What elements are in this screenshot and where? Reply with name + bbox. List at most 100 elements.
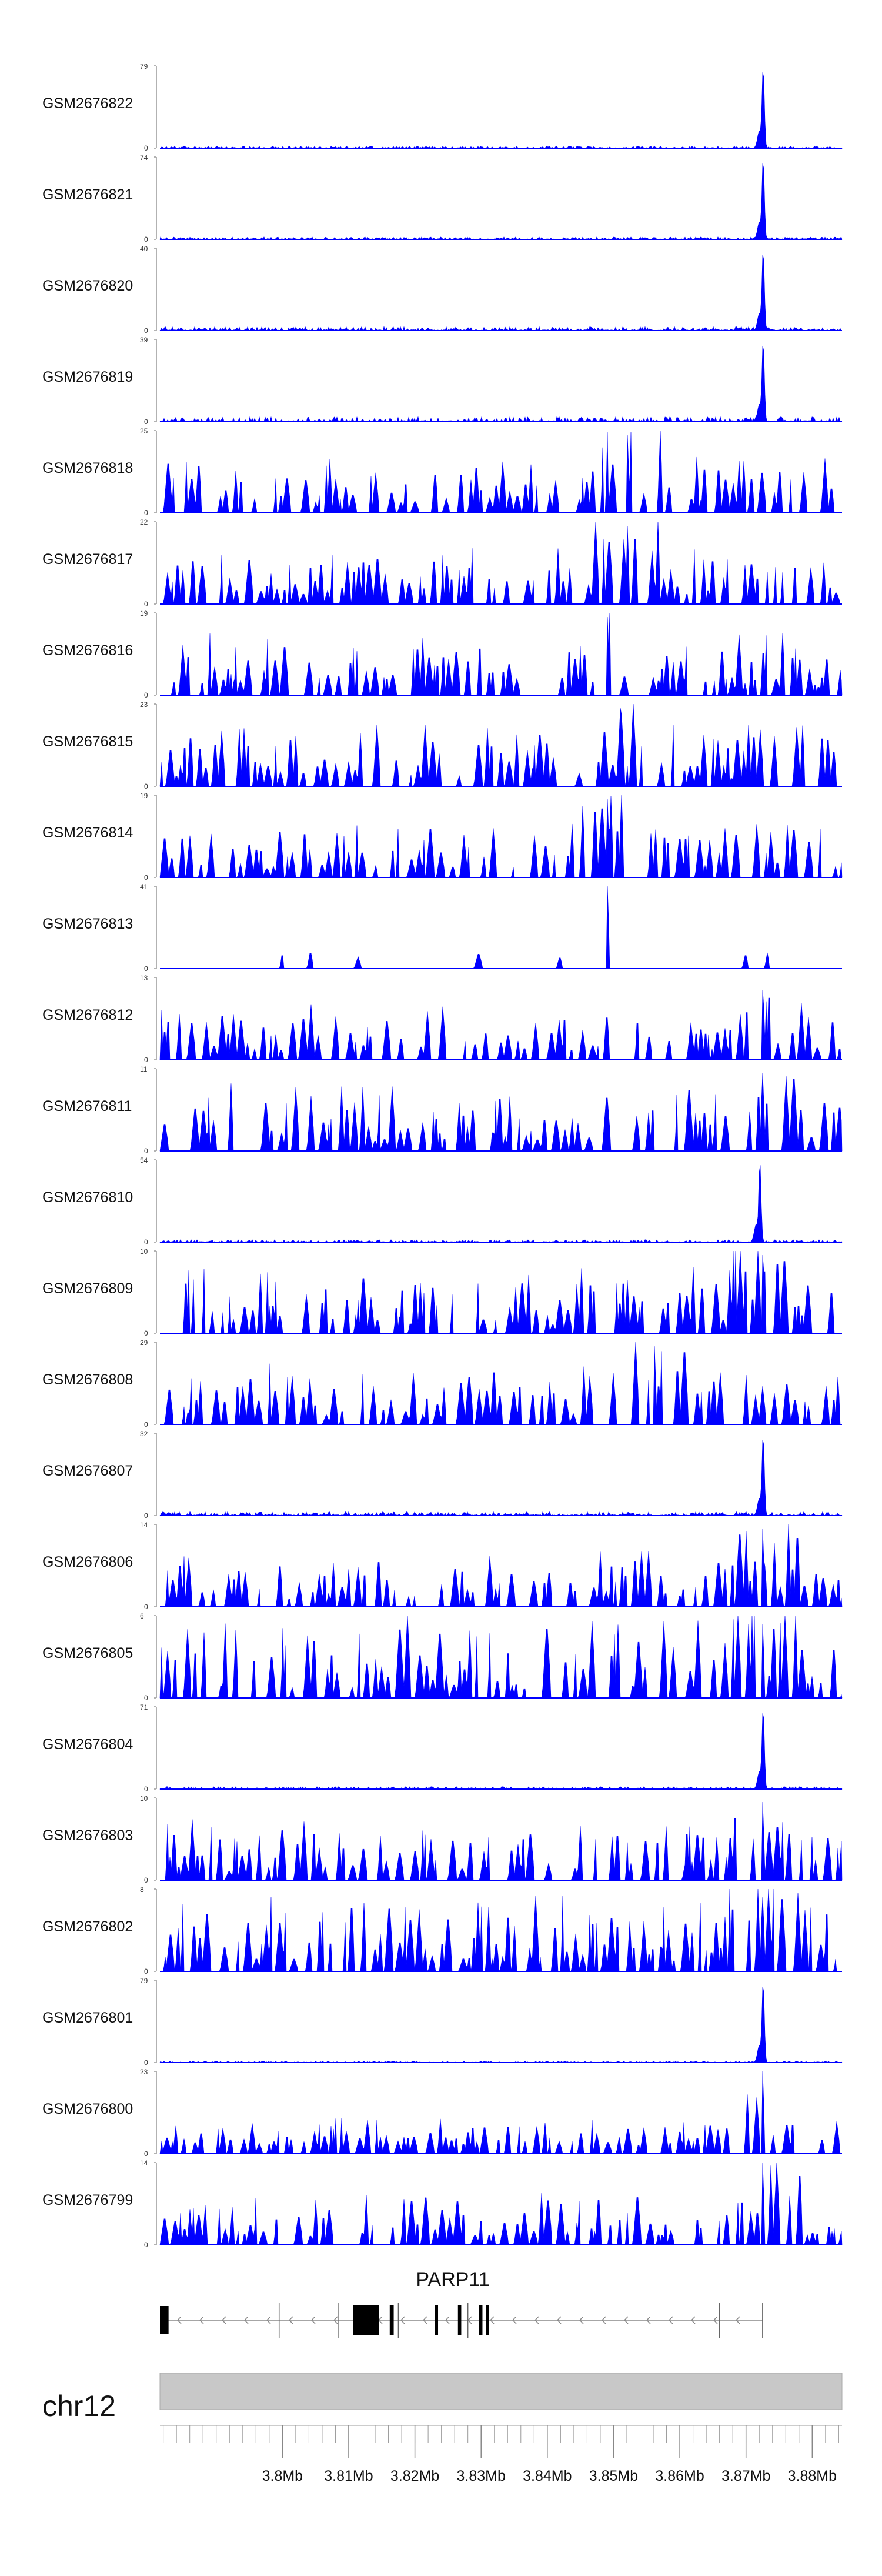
coverage-area: [160, 1888, 842, 1973]
track-label: GSM2676805: [42, 1645, 133, 1661]
strand-arrow: [333, 2316, 338, 2324]
strand-arrow: [266, 2316, 271, 2324]
track-label: GSM2676808: [42, 1372, 133, 1388]
strand-arrow: [243, 2316, 249, 2324]
track-label: GSM2676821: [42, 186, 133, 203]
gene-name-label: PARP11: [416, 2268, 489, 2291]
y-min-label: 0: [144, 1967, 148, 1976]
y-max-label: 23: [140, 2068, 148, 2076]
coverage-area: [159, 703, 842, 787]
track-label: GSM2676820: [42, 278, 133, 294]
y-max-label: 54: [140, 1156, 148, 1164]
y-min-label: 0: [144, 1329, 148, 1337]
y-min-label: 0: [144, 782, 148, 790]
track-label: GSM2676809: [42, 1280, 133, 1297]
coverage-track: GSM2676818 25 0: [42, 427, 842, 517]
strand-arrow: [176, 2316, 182, 2324]
axis-tick-label: 3.88Mb: [788, 2468, 837, 2484]
y-min-label: 0: [144, 873, 148, 882]
chromosome-band: [159, 2373, 843, 2410]
coverage-area: [160, 612, 843, 696]
y-max-label: 8: [140, 1886, 144, 1894]
track-label: GSM2676817: [42, 551, 133, 568]
coverage-track: GSM2676801 79 0: [42, 1977, 843, 2067]
chromosome-label: chr12: [42, 2390, 116, 2422]
coverage-track: GSM2676814 19 0: [42, 792, 843, 882]
y-max-label: 74: [140, 154, 148, 162]
track-label: GSM2676816: [42, 642, 133, 659]
coverage-area: [159, 72, 843, 149]
gene-exon: [389, 2305, 394, 2335]
y-max-label: 14: [140, 1521, 148, 1529]
y-max-label: 13: [140, 974, 148, 982]
coverage-track: GSM2676806 14 0: [42, 1521, 843, 1611]
coverage-track: GSM2676811 11 0: [42, 1065, 843, 1155]
strand-arrow: [668, 2316, 673, 2324]
coverage-track: GSM2676813 41 0: [42, 883, 842, 973]
y-max-label: 41: [140, 883, 148, 891]
strand-arrow: [579, 2316, 584, 2324]
coverage-track: GSM2676802 8 0: [42, 1886, 842, 1976]
y-min-label: 0: [144, 2241, 148, 2249]
strand-arrow: [735, 2316, 740, 2324]
y-min-label: 0: [144, 1420, 148, 1429]
track-label: GSM2676803: [42, 1827, 133, 1844]
coverage-area: [159, 2071, 842, 2154]
y-min-label: 0: [144, 1056, 148, 1064]
track-label: GSM2676802: [42, 1918, 133, 1935]
y-min-label: 0: [144, 235, 148, 243]
track-label: GSM2676813: [42, 916, 133, 932]
y-max-label: 19: [140, 792, 148, 800]
strand-arrow: [556, 2316, 562, 2324]
y-min-label: 0: [144, 1147, 148, 1155]
coverage-area: [159, 989, 842, 1061]
y-max-label: 40: [140, 245, 148, 253]
strand-arrow: [489, 2316, 495, 2324]
y-max-label: 29: [140, 1339, 148, 1347]
coverage-track: GSM2676809 10 0: [42, 1247, 842, 1337]
strand-arrow: [534, 2316, 539, 2324]
y-max-label: 22: [140, 518, 148, 526]
y-min-label: 0: [144, 418, 148, 426]
track-label: GSM2676806: [42, 1554, 133, 1570]
coverage-track: GSM2676807 32 0: [42, 1430, 843, 1520]
coverage-area: [160, 521, 842, 605]
y-min-label: 0: [144, 2150, 148, 2158]
ideogram-track: chr12: [42, 2373, 843, 2422]
coverage-track: GSM2676817 22 0: [42, 518, 842, 608]
y-max-label: 23: [140, 700, 148, 709]
y-min-label: 0: [144, 1511, 148, 1520]
coverage-track: GSM2676820 40 0: [42, 245, 843, 335]
y-min-label: 0: [144, 509, 148, 517]
strand-arrow: [646, 2316, 651, 2324]
y-min-label: 0: [144, 600, 148, 608]
gene-track: PARP11: [160, 2268, 763, 2338]
coverage-area: [159, 1165, 843, 1243]
track-label: GSM2676801: [42, 2010, 133, 2026]
coverage-area: [159, 1713, 843, 1790]
strand-arrow: [422, 2316, 427, 2324]
strand-arrow: [690, 2316, 696, 2324]
genome-axis: 3.8Mb 3.81Mb 3.82Mb 3.83Mb 3.84Mb 3.85Mb 3.86M…: [160, 2425, 842, 2484]
coverage-area: [159, 163, 843, 240]
y-max-label: 11: [140, 1065, 148, 1073]
gene-exon: [353, 2305, 379, 2335]
coverage-area: [159, 255, 843, 331]
axis-tick-label: 3.81Mb: [324, 2468, 373, 2484]
track-label: GSM2676810: [42, 1189, 133, 1206]
track-label: GSM2676799: [42, 2192, 133, 2208]
track-label: GSM2676800: [42, 2101, 133, 2117]
track-label: GSM2676804: [42, 1736, 133, 1753]
coverage-track: GSM2676805 6 0: [42, 1612, 843, 1702]
y-min-label: 0: [144, 1603, 148, 1611]
coverage-area: [159, 346, 843, 422]
coverage-area: [160, 1524, 843, 1607]
coverage-area: [159, 2162, 843, 2245]
y-max-label: 71: [140, 1703, 148, 1711]
gene-exon: [457, 2305, 462, 2335]
axis-tick-label: 3.83Mb: [457, 2468, 506, 2484]
axis-tick-label: 3.86Mb: [655, 2468, 704, 2484]
coverage-area: [159, 795, 843, 878]
track-label: GSM2676815: [42, 733, 133, 750]
